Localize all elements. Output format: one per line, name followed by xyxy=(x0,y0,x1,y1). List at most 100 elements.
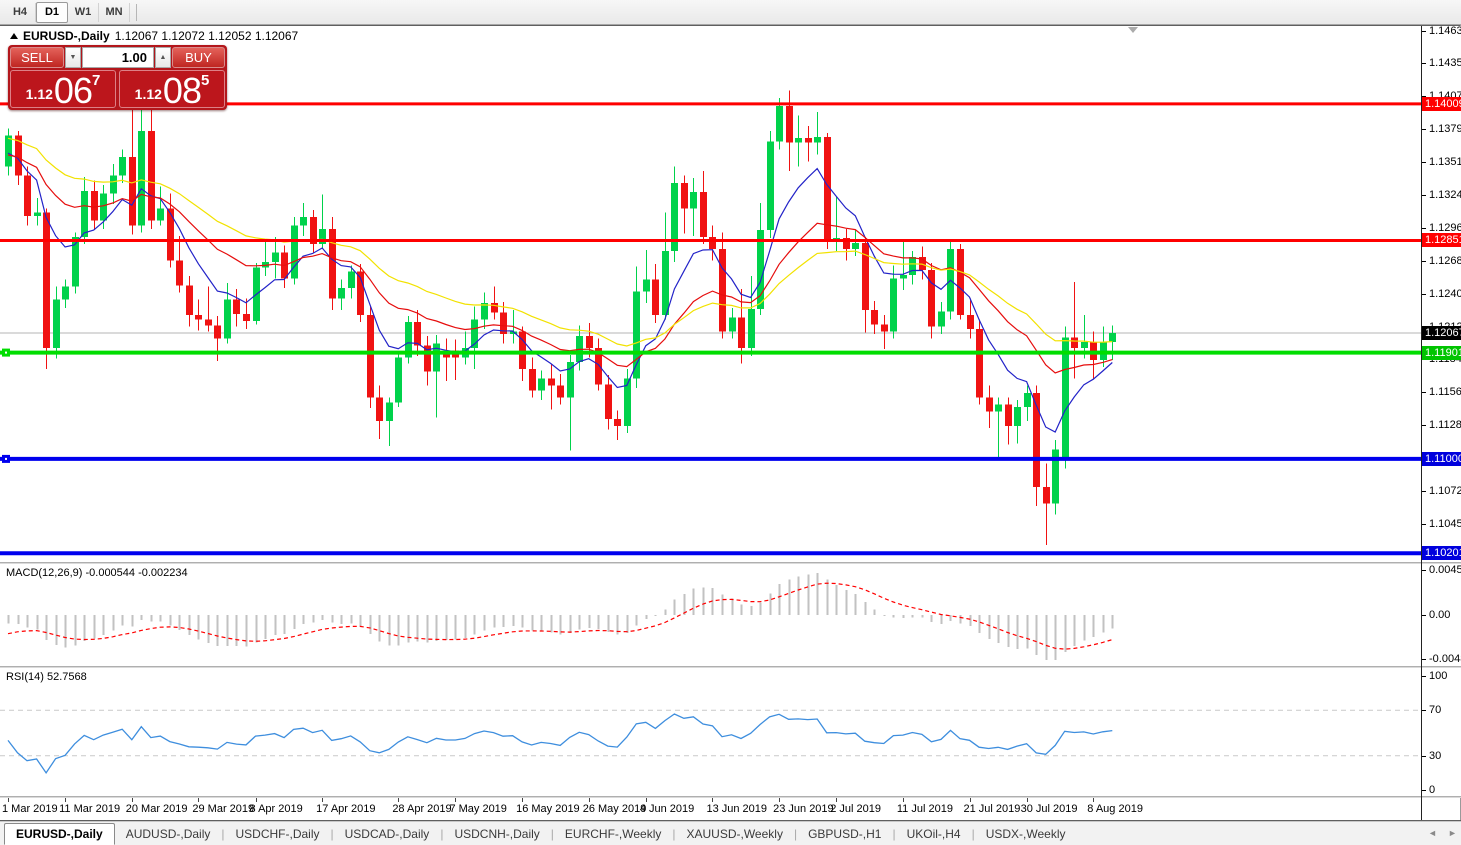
date-label: 11 Jul 2019 xyxy=(896,803,953,815)
ma-medium-line[interactable] xyxy=(7,154,1113,374)
date-label: 2 Jul 2019 xyxy=(830,803,881,815)
rsi-line xyxy=(7,713,1113,775)
price-label-support-green: 1.11901 xyxy=(1422,346,1461,360)
pane-splitter[interactable] xyxy=(0,562,1461,564)
rsi-indicator-pane[interactable] xyxy=(0,668,1421,796)
date-label: 20 Mar 2019 xyxy=(125,803,188,815)
time-axis-tick xyxy=(8,798,9,802)
candlestick-chart-canvas[interactable] xyxy=(0,26,1421,562)
timeframe-button-mn[interactable]: MN xyxy=(99,2,130,22)
price-label-resistance-upper: 1.14009 xyxy=(1422,97,1461,111)
macd-scale[interactable]: 0.004517 0.00 -0.004806 xyxy=(1422,564,1461,666)
pane-splitter[interactable] xyxy=(0,666,1461,668)
tab-xauusd-weekly[interactable]: XAUUSD-,Weekly xyxy=(686,826,783,841)
macd-indicator-pane[interactable] xyxy=(0,564,1421,666)
date-label: 17 Apr 2019 xyxy=(316,803,376,815)
tab-scroll-left-icon[interactable]: ◄ xyxy=(1428,828,1437,838)
scale-tick-mark xyxy=(1422,710,1426,711)
tab-separator: | xyxy=(672,826,676,841)
rsi-canvas[interactable] xyxy=(0,668,1421,796)
time-axis-tick xyxy=(902,798,904,802)
one-click-trading-panel: SELL ▼ 1.00 ▲ BUY 1.12 06 7 1.12 08 5 xyxy=(8,45,227,110)
rsi-label: RSI(14) 52.7568 xyxy=(6,671,87,683)
time-axis-tick xyxy=(322,798,324,802)
macd-tick-label: 0.00 xyxy=(1429,609,1451,621)
macd-histogram xyxy=(7,573,1114,661)
tab-usdcad-daily[interactable]: USDCAD-,Daily xyxy=(344,826,430,841)
macd-label: MACD(12,26,9) -0.000544 -0.002234 xyxy=(6,567,188,579)
time-axis[interactable]: 1 Mar 2019 11 Mar 2019 20 Mar 2019 29 Mar 2… xyxy=(0,798,1421,820)
scale-tick-mark xyxy=(1422,31,1426,32)
scale-divider xyxy=(1421,26,1422,820)
price-tick-label: 1.13240 xyxy=(1429,189,1461,201)
chart-tab-bar: EURUSD-,Daily AUDUSD-,Daily | USDCHF-,Daily… xyxy=(0,821,1461,845)
price-tick-label: 1.10725 xyxy=(1429,485,1461,497)
price-tick-label: 1.11565 xyxy=(1429,386,1461,398)
volume-decrease-button[interactable]: ▼ xyxy=(65,47,81,68)
macd-canvas[interactable] xyxy=(0,564,1421,666)
date-label: 21 Jul 2019 xyxy=(963,803,1021,815)
timeframe-button-d1[interactable]: D1 xyxy=(36,1,68,23)
price-tick-label: 1.12400 xyxy=(1429,288,1461,300)
scale-tick-mark xyxy=(1422,392,1426,393)
scale-tick-mark xyxy=(1422,790,1426,791)
time-axis-tick xyxy=(65,798,67,802)
main-chart-pane[interactable] xyxy=(0,26,1421,562)
date-label: 28 Apr 2019 xyxy=(392,803,452,815)
bid-price-label: 1.12067 xyxy=(1422,326,1461,340)
sell-price-box[interactable]: 1.12 06 7 xyxy=(10,70,116,109)
scale-tick-mark xyxy=(1422,524,1426,525)
tab-ukoil-h4[interactable]: UKOil-,H4 xyxy=(906,826,961,841)
buy-button[interactable]: BUY xyxy=(172,47,225,68)
timeframe-button-w1[interactable]: W1 xyxy=(68,2,99,22)
pane-splitter[interactable] xyxy=(0,796,1461,798)
window-border xyxy=(0,820,1461,821)
time-axis-tick xyxy=(588,798,590,802)
candles-layer xyxy=(5,82,1116,546)
time-axis-tick xyxy=(712,798,714,802)
time-axis-tick xyxy=(836,798,838,802)
tab-eurusd-daily[interactable]: EURUSD-,Daily xyxy=(4,822,115,845)
tab-separator: | xyxy=(440,826,444,841)
collapse-arrow-icon[interactable] xyxy=(10,33,18,39)
date-label: 8 Apr 2019 xyxy=(249,803,303,815)
tab-separator: | xyxy=(550,826,554,841)
tab-gbpusd-h1[interactable]: GBPUSD-,H1 xyxy=(808,826,882,841)
tab-scroll-right-icon[interactable]: ► xyxy=(1448,828,1457,838)
price-tick-label: 1.13795 xyxy=(1429,123,1461,135)
price-tick-label: 1.13515 xyxy=(1429,156,1461,168)
scale-tick-mark xyxy=(1422,425,1426,426)
tab-usdx-weekly[interactable]: USDX-,Weekly xyxy=(985,826,1066,841)
tab-usdcnh-daily[interactable]: USDCNH-,Daily xyxy=(454,826,540,841)
ma-fast-line[interactable] xyxy=(7,152,1113,433)
time-axis-tick xyxy=(645,798,647,802)
scale-tick-mark xyxy=(1422,129,1426,130)
tab-eurchf-weekly[interactable]: EURCHF-,Weekly xyxy=(564,826,662,841)
scale-tick-mark xyxy=(1422,294,1426,295)
price-tick-label: 1.11285 xyxy=(1429,419,1461,431)
scale-tick-mark xyxy=(1422,63,1426,64)
buy-price-box[interactable]: 1.12 08 5 xyxy=(119,70,225,111)
timeframe-button-h4[interactable]: H4 xyxy=(5,2,36,22)
date-label: 11 Mar 2019 xyxy=(59,803,121,815)
timeframe-buttons: H4 D1 W1 MN xyxy=(5,0,130,25)
rsi-scale[interactable]: 100 70 30 0 xyxy=(1422,668,1461,796)
sell-button[interactable]: SELL xyxy=(10,47,64,68)
time-axis-tick xyxy=(131,798,133,802)
tab-audusd-daily[interactable]: AUDUSD-,Daily xyxy=(125,826,211,841)
tab-usdchf-daily[interactable]: USDCHF-,Daily xyxy=(235,826,320,841)
chart-symbol-label: EURUSD-,Daily xyxy=(23,29,110,43)
rsi-tick-label: 100 xyxy=(1429,670,1448,682)
tab-separator: | xyxy=(221,826,225,841)
time-axis-tick xyxy=(969,798,971,802)
time-axis-tick xyxy=(522,798,524,802)
scale-tick-mark xyxy=(1422,261,1426,262)
price-scale[interactable]: 1.146351.143551.140751.137951.135151.132… xyxy=(1422,26,1461,562)
volume-input[interactable]: 1.00 xyxy=(82,47,154,68)
time-axis-tick xyxy=(455,798,457,802)
buy-price-big: 08 xyxy=(162,70,202,111)
scale-tick-mark xyxy=(1422,195,1426,196)
date-label: 26 May 2019 xyxy=(582,803,647,815)
ma-slow-line[interactable] xyxy=(7,137,1113,347)
volume-increase-button[interactable]: ▲ xyxy=(155,47,171,68)
